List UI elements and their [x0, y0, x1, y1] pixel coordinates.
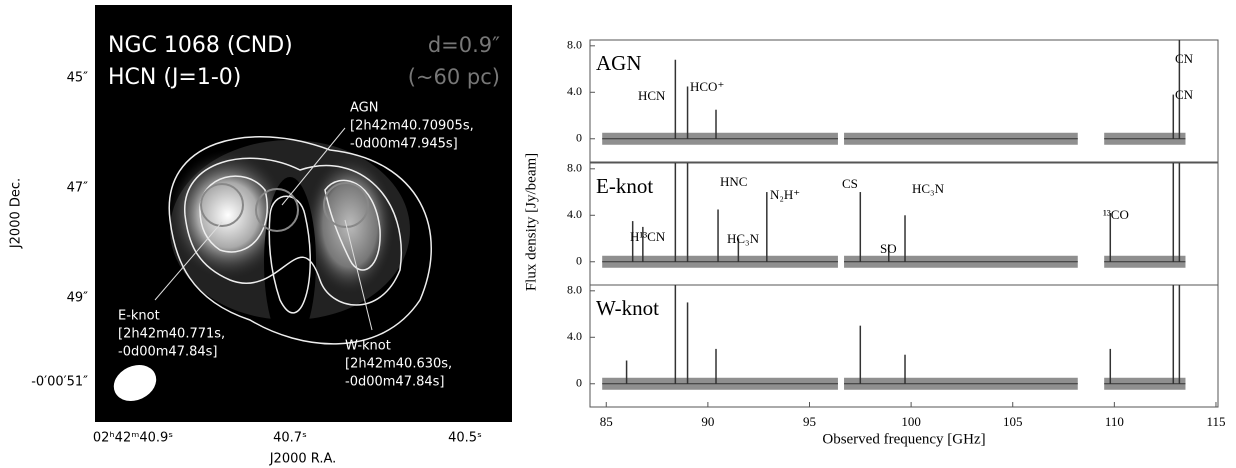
line-label: HC₃N [727, 231, 760, 246]
x-tick-label: 100 [901, 414, 921, 429]
apertures [200, 182, 369, 232]
panel-frame [589, 284, 1219, 408]
line-label: HCO⁺ [690, 79, 724, 94]
y-tick-label: 4.0 [567, 329, 582, 343]
x-tick-label: 95 [803, 414, 816, 429]
annotation-coords: -0d00m47.945s] [350, 137, 458, 152]
map-title: NGC 1068 (CND) [108, 33, 293, 58]
line-label: HNC [720, 174, 747, 189]
annotation-coords: [2h42m40.630s, [345, 357, 452, 372]
map-x-tick-label: 40.7ˢ [273, 431, 307, 446]
resolution: d=0.9″ [428, 33, 500, 57]
line-label: CS [842, 176, 858, 191]
y-tick-label: 0 [576, 376, 582, 390]
map-x-label: J2000 R.A. [269, 452, 337, 467]
contours [168, 136, 432, 345]
panel-name: E-knot [596, 174, 653, 198]
line-label: HC₃N [912, 181, 945, 196]
annotation-coords: [2h42m40.771s, [118, 327, 225, 342]
line-label: ¹³CO [1103, 207, 1129, 222]
annotation-coords: -0d00m47.84s] [345, 375, 444, 390]
map-x-tick-label: 40.5ˢ [448, 431, 482, 446]
line-label: CN [1175, 87, 1194, 102]
beam [113, 365, 157, 401]
line-label: H¹³CN [630, 229, 666, 244]
spectrum [602, 163, 1186, 268]
resolution: (~60 pc) [408, 65, 500, 89]
map-y-tick-label: -0′00′51″ [31, 375, 88, 390]
spectrum [602, 40, 1186, 145]
map-y-tick-label: 45″ [67, 71, 89, 86]
y-tick-label: 0 [576, 254, 582, 268]
y-tick-label: 0 [576, 131, 582, 145]
panel-frame [589, 39, 1219, 163]
y-tick-label: 8.0 [567, 283, 582, 297]
y-tick-label: 4.0 [567, 84, 582, 98]
y-tick-label: 8.0 [567, 38, 582, 52]
y-axis-label: Flux density [Jy/beam] [523, 153, 539, 291]
line-label: CN [1175, 51, 1194, 66]
y-tick-label: 4.0 [567, 207, 582, 221]
annotation-name: W-knot [345, 339, 391, 354]
map-y-tick-label: 49″ [67, 291, 89, 306]
y-tick-label: 8.0 [567, 161, 582, 175]
w-knot-emission [305, 155, 395, 295]
panel-name: W-knot [596, 296, 659, 320]
panel-name: AGN [596, 51, 642, 75]
pointers [154, 127, 373, 331]
map-y-label: J2000 Dec. [9, 178, 24, 249]
spectrum [602, 285, 1186, 390]
annotation-name: AGN [350, 101, 378, 116]
annotation-coords: [2h42m40.70905s, [350, 119, 474, 134]
map-y-tick-label: 47″ [67, 181, 89, 196]
x-tick-label: 85 [600, 414, 613, 429]
x-axis-label: Observed frequency [GHz] [822, 431, 985, 447]
line-label: HCN [638, 88, 666, 103]
line-label: SO [880, 241, 897, 256]
line-label: N₂H⁺ [770, 187, 800, 202]
map-x-tick-label: 02ʰ42ᵐ40.9ˢ [93, 431, 173, 446]
x-tick-label: 115 [1206, 414, 1225, 429]
annotation-coords: -0d00m47.84s] [118, 345, 217, 360]
map-title: HCN (J=1-0) [108, 65, 241, 90]
x-tick-label: 90 [701, 414, 714, 429]
x-tick-label: 110 [1105, 414, 1124, 429]
x-tick-label: 105 [1003, 414, 1023, 429]
annotation-name: E-knot [118, 309, 160, 324]
map [95, 5, 512, 422]
